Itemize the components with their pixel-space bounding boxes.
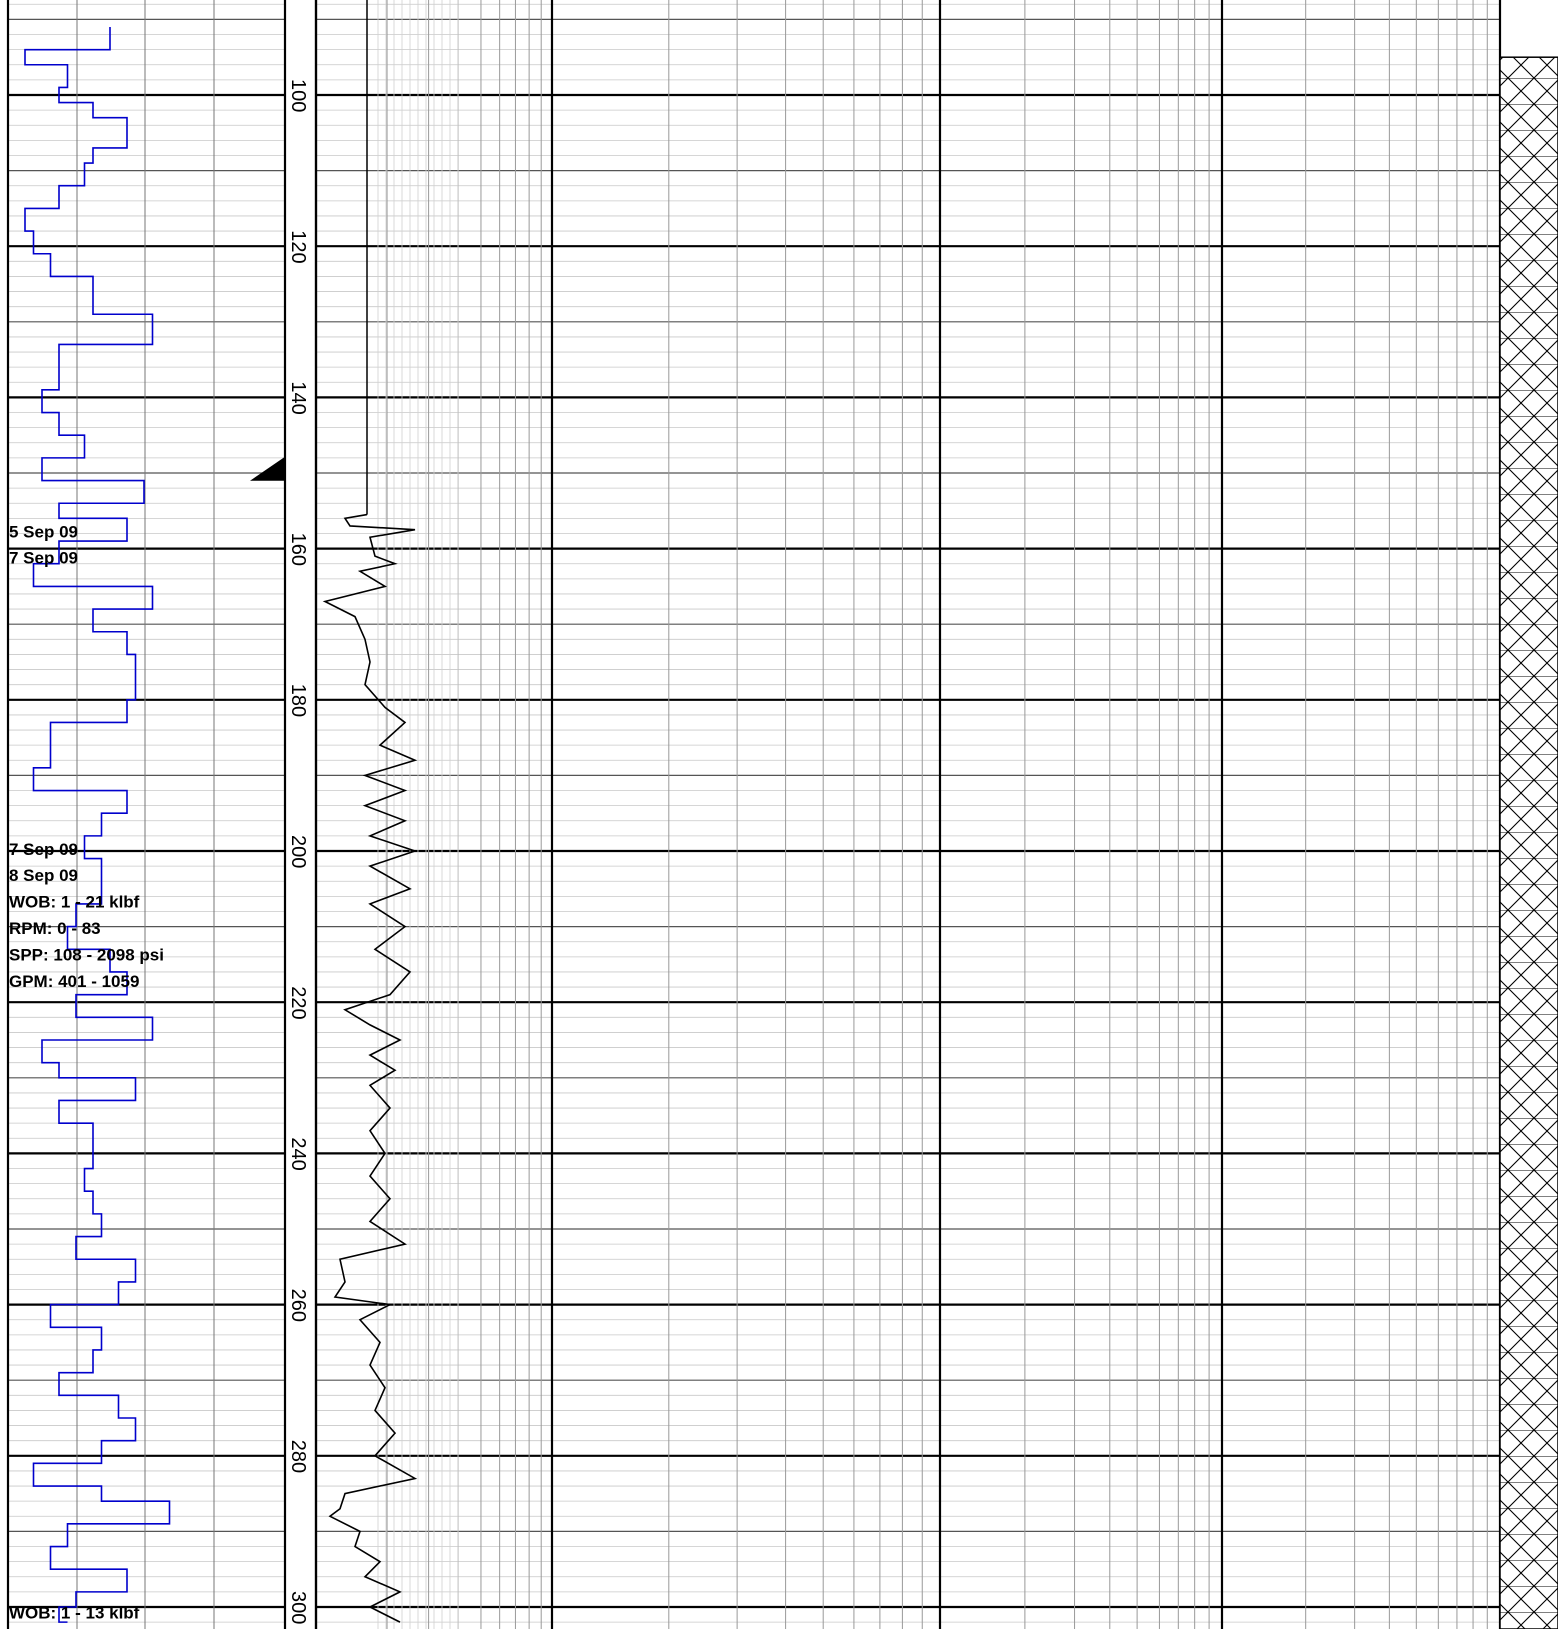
annotation-label: 7 Sep 09 <box>9 549 78 568</box>
depth-tick-label: 300 <box>287 1591 309 1624</box>
lithology-crosshatch <box>1499 56 1558 1629</box>
annotation-label: SPP: 108 - 2098 psi <box>9 946 164 965</box>
annotation-label: GPM: 401 - 1059 <box>9 972 139 991</box>
depth-tick-label: 280 <box>287 1440 309 1473</box>
annotation-label: RPM: 0 - 83 <box>9 919 101 938</box>
depth-tick-label: 260 <box>287 1289 309 1322</box>
annotation-label: WOB: 1 - 13 klbf <box>9 1603 140 1622</box>
drilling-parameter-track <box>24 26 171 1623</box>
annotations: 5 Sep 09 7 Sep 09 7 Sep 09 8 Sep 09 WOB: 1 -… <box>9 522 164 1622</box>
depth-track: 100 120 140 160 180 200 220 240 260 280 300 <box>250 79 309 1624</box>
annotation-label: WOB: 1 - 21 klbf <box>9 893 140 912</box>
depth-tick-label: 140 <box>287 381 309 414</box>
gamma-track <box>322 0 418 1623</box>
gamma-curve <box>322 513 418 1623</box>
depth-tick-label: 220 <box>287 986 309 1019</box>
depth-tick-label: 160 <box>287 533 309 566</box>
depth-tick-label: 200 <box>287 835 309 868</box>
depth-tick-label: 240 <box>287 1137 309 1170</box>
depth-tick-label: 180 <box>287 684 309 717</box>
lithology-track <box>1499 56 1558 1629</box>
depth-marker-triangle <box>250 456 285 481</box>
drilling-rate-curve <box>24 26 171 1623</box>
grid <box>6 0 1502 1629</box>
annotation-label: 8 Sep 09 <box>9 866 78 885</box>
depth-tick-label: 120 <box>287 230 309 263</box>
depth-tick-label: 100 <box>287 79 309 112</box>
annotation-label: 5 Sep 09 <box>9 522 78 541</box>
annotation-label: 7 Sep 09 <box>9 840 78 859</box>
